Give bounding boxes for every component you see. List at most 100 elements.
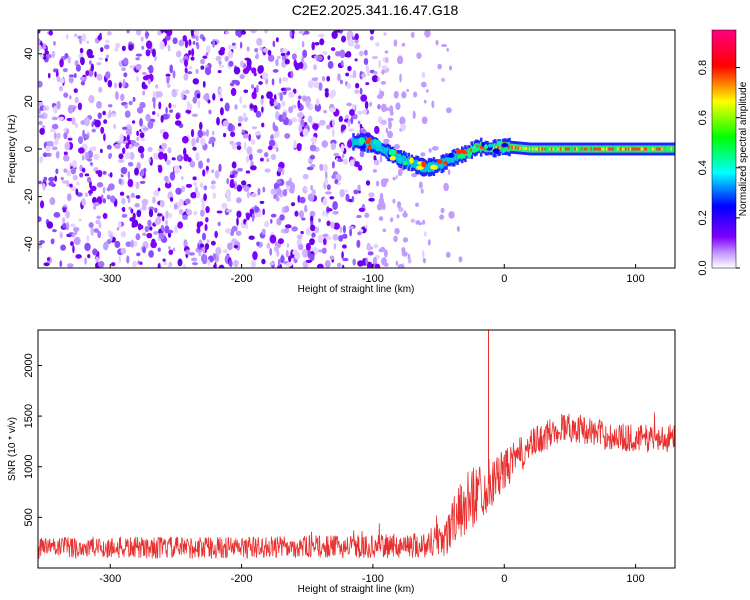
signal-cell	[352, 136, 355, 147]
signal-cell	[557, 147, 560, 151]
spectrogram-cell	[325, 124, 331, 130]
spectrogram-cell	[141, 81, 146, 89]
spectrogram-cell	[120, 93, 125, 102]
spectrogram-cell	[289, 30, 293, 38]
spectrogram-cell	[249, 165, 257, 171]
spectrogram-cell	[106, 238, 112, 245]
spectrogram-cell	[383, 249, 388, 258]
spectrogram-cell	[352, 258, 357, 266]
signal-cell	[673, 145, 675, 153]
spectrogram-cell	[62, 68, 68, 73]
spectrogram-cell	[379, 154, 383, 163]
spectrogram-cell	[357, 184, 361, 191]
spectrogram-cell	[75, 188, 79, 196]
signal-cell	[591, 145, 595, 153]
signal-cell	[385, 147, 388, 156]
signal-cell	[616, 147, 620, 151]
spectrogram-cell	[87, 253, 91, 259]
spectrogram-cell	[332, 210, 339, 215]
spectrogram-cell	[92, 248, 98, 256]
spectrogram-cell	[311, 189, 316, 196]
y-tick-label: -20	[23, 189, 35, 205]
spectrogram-cell	[142, 246, 146, 254]
spectrogram-cell	[107, 79, 113, 88]
spectrogram-cell	[193, 181, 197, 186]
spectrogram-cell	[155, 84, 159, 89]
spectrogram-cell	[359, 123, 363, 129]
spectrogram-cell	[187, 156, 192, 163]
spectrogram-cell	[234, 104, 238, 110]
spectrogram-cell	[431, 100, 435, 109]
signal-cell	[412, 159, 415, 168]
spectrogram-cell	[88, 222, 94, 228]
spectrogram-cell	[354, 58, 358, 62]
spectrogram-cell	[401, 91, 407, 99]
spectrogram-cell	[273, 245, 279, 252]
spectrogram-cell	[356, 214, 362, 219]
spectrogram-cell	[81, 155, 85, 161]
spectrogram-cell	[342, 225, 346, 234]
spectrogram-cell	[68, 76, 74, 84]
spectrogram-cell	[357, 164, 363, 171]
spectrogram-cell	[79, 37, 83, 45]
spectrogram-cell	[108, 183, 115, 191]
spectrogram-cell	[323, 109, 327, 114]
spectrogram-cell	[136, 252, 141, 257]
spectrogram-cell	[71, 117, 76, 125]
signal-cell	[456, 151, 459, 162]
spectrogram-cell	[310, 224, 316, 232]
spectrogram-cell	[236, 144, 242, 151]
signal-cell	[623, 147, 626, 151]
spectrogram-cell	[269, 248, 273, 256]
spectrogram-cell	[186, 209, 193, 216]
spectrogram-cell	[191, 257, 198, 262]
spectrogram-cell	[353, 189, 359, 195]
signal-cell	[453, 152, 456, 163]
signal-cell	[653, 147, 656, 151]
spectrogram-cell	[437, 63, 442, 70]
signal-cell	[613, 145, 617, 153]
spectrogram-cell	[385, 127, 389, 134]
spectrogram-cell	[142, 127, 149, 131]
signal-cell	[409, 157, 414, 164]
spectrogram-cell	[218, 60, 222, 65]
spectrogram-cell	[145, 113, 151, 122]
spectrogram-cell	[262, 208, 265, 216]
spectrogram-cell	[317, 234, 324, 244]
spectrogram-cell	[359, 70, 363, 80]
spectrogram-cell	[389, 105, 394, 114]
spectrogram-cell	[139, 101, 146, 109]
spectrogram-cell	[152, 196, 156, 204]
spectrogram-cell	[60, 244, 67, 251]
spectrogram-cell	[132, 260, 138, 268]
spectrogram-cell	[275, 187, 282, 196]
spectrogram-cell	[150, 46, 153, 54]
spectrogram-cell	[128, 206, 132, 210]
spectrogram-cell	[98, 57, 104, 61]
spectrogram-cell	[347, 65, 352, 72]
spectrogram-cell	[66, 180, 70, 187]
spectrogram-cell	[311, 77, 318, 82]
spectrogram-cell	[259, 65, 264, 74]
y-tick-label: 1000	[23, 454, 35, 478]
spectrogram-cell	[245, 170, 251, 174]
spectrogram-cell	[364, 224, 368, 229]
spectrogram-cell	[366, 262, 373, 268]
spectrogram-cell	[200, 137, 206, 146]
spectrogram-cell	[78, 218, 82, 222]
spectrogram-cell	[39, 240, 45, 244]
spectrogram-cell	[101, 194, 104, 200]
spectrogram-cell	[93, 153, 100, 160]
spectrogram-cell	[53, 211, 61, 218]
signal-cell	[624, 147, 628, 151]
snr-panel: -300 -200 -100 0 100 500 1000 1500 2000 Height …	[7, 329, 676, 595]
spectrogram-cell	[88, 60, 92, 65]
spectrogram-cell	[332, 119, 335, 128]
spectrogram-cell	[395, 102, 401, 111]
spectrogram-cell	[188, 65, 193, 70]
spectrogram-cell	[277, 102, 281, 110]
spectrogram-cell	[340, 144, 345, 153]
signal-cell	[609, 147, 612, 151]
spectrogram-cell	[93, 228, 99, 233]
spectrogram-cell	[206, 239, 210, 244]
